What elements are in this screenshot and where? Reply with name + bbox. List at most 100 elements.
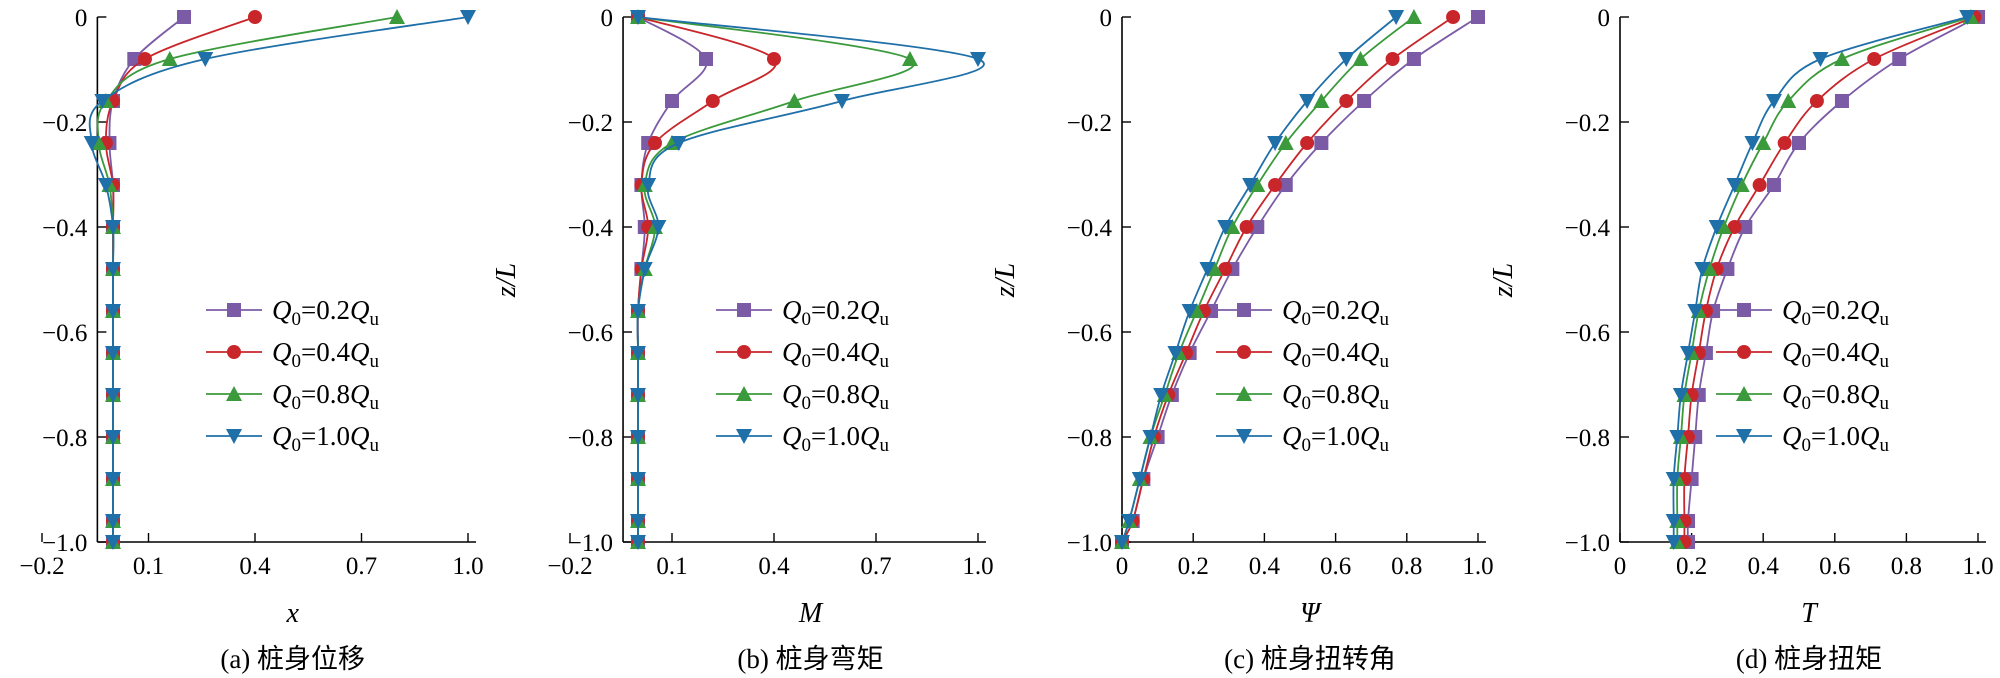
data-point-3-10 [630, 430, 646, 445]
data-point-1-1 [1867, 52, 1882, 66]
series-line-3 [88, 16, 469, 542]
y-tick-label: 0 [75, 5, 88, 32]
x-axis-label: M [798, 598, 824, 629]
data-point-2-1 [902, 51, 918, 66]
legend-entry: Q0=0.2Qu [1782, 295, 1889, 330]
data-point-3-4 [640, 178, 657, 193]
x-tick-label: 0.4 [239, 553, 271, 580]
legend-marker [1236, 429, 1252, 444]
data-point-0-3 [1314, 136, 1329, 150]
x-tick-label: 0.7 [860, 553, 891, 580]
data-point-3-1 [1812, 52, 1829, 67]
data-point-3-0 [1388, 10, 1405, 25]
x-tick-label: 0.8 [1391, 553, 1422, 580]
series-line-2 [96, 16, 398, 542]
x-tick-label: −0.2 [19, 553, 64, 580]
legend-marker [1237, 303, 1251, 317]
data-point-3-13 [1665, 535, 1682, 550]
series-line-3 [636, 16, 985, 542]
y-tick-label: −0.8 [568, 425, 613, 452]
legend-entry: Q0=1.0Qu [1282, 421, 1389, 456]
data-point-0-4 [1766, 178, 1781, 192]
x-axis-label: Ψ [1300, 598, 1322, 629]
data-point-0-4 [1278, 178, 1293, 192]
legend-entry: Q0=1.0Qu [782, 421, 889, 456]
legend-marker [226, 386, 242, 401]
data-point-3-8 [1167, 346, 1184, 361]
data-point-3-6 [636, 262, 653, 277]
y-tick-label: −0.4 [1565, 215, 1611, 242]
legend-marker [226, 429, 242, 444]
data-point-2-4 [1733, 177, 1750, 192]
data-point-3-13 [630, 535, 646, 550]
y-tick-label: −0.6 [42, 320, 87, 347]
series-line-2 [1676, 16, 1972, 542]
data-point-3-4 [1242, 178, 1259, 193]
data-point-0-5 [1738, 220, 1753, 234]
data-point-3-1 [197, 52, 214, 67]
data-point-3-6 [105, 262, 121, 277]
data-point-1-3 [1777, 136, 1792, 150]
x-tick-label: 0.1 [656, 553, 687, 580]
data-point-3-2 [1765, 94, 1782, 109]
legend-marker [736, 429, 752, 444]
data-point-1-3 [648, 136, 662, 150]
data-point-3-3 [83, 136, 100, 151]
legend-marker [227, 345, 241, 359]
legend-entry: Q0=0.4Qu [1782, 337, 1889, 372]
data-point-2-5 [1715, 219, 1732, 234]
data-point-3-0 [1959, 10, 1976, 25]
panel-1: 0−0.2−0.4−0.6−0.8−1.0−0.2 0.1 0.4 0.7 1.0z/L… [491, 5, 994, 674]
y-tick-label: −0.2 [1067, 110, 1112, 137]
x-tick-label: −0.2 [547, 553, 592, 580]
data-point-2-7 [1188, 303, 1205, 318]
legend-entry: Q0=0.2Qu [782, 295, 889, 330]
data-point-2-0 [1405, 9, 1422, 24]
data-point-2-2 [786, 93, 803, 108]
legend-marker [1237, 345, 1251, 359]
legend-entry: Q0=0.4Qu [782, 337, 889, 372]
data-point-3-11 [1131, 472, 1148, 487]
y-axis-label: z/L [1488, 263, 1519, 298]
data-point-1-5 [1727, 220, 1742, 234]
x-axis-label: T [1801, 598, 1819, 629]
legend-marker [1736, 386, 1752, 401]
data-point-1-0 [248, 10, 262, 24]
data-point-3-12 [1121, 514, 1138, 529]
data-point-3-2 [834, 94, 850, 109]
data-point-3-8 [630, 346, 646, 361]
panel-caption: (a) 桩身位移 [220, 644, 365, 674]
data-point-3-3 [1267, 136, 1284, 151]
panel-2: 0−0.2−0.4−0.6−0.8−1.00 0.2 0.4 0.6 0.8 1.0z/L… [990, 5, 1494, 674]
y-tick-label: −0.6 [1067, 320, 1112, 347]
data-point-0-2 [1834, 94, 1849, 108]
x-tick-label: 0.2 [1178, 553, 1209, 580]
data-point-2-4 [1249, 177, 1266, 192]
x-tick-label: 1.0 [962, 553, 993, 580]
data-point-1-1 [767, 52, 781, 66]
y-tick-label: −1.0 [1067, 530, 1112, 557]
data-point-3-7 [1687, 304, 1704, 319]
data-point-3-0 [460, 10, 476, 25]
x-tick-label: 1.0 [1962, 553, 1993, 580]
y-tick-label: −0.4 [568, 215, 614, 242]
data-point-1-1 [1385, 52, 1400, 66]
data-point-2-1 [161, 51, 178, 66]
y-tick-label: 0 [1598, 5, 1611, 32]
data-point-3-9 [1672, 388, 1689, 403]
data-point-2-6 [1206, 261, 1223, 276]
data-point-1-2 [1809, 94, 1824, 108]
y-tick-label: −0.2 [1565, 110, 1610, 137]
data-point-3-7 [630, 304, 646, 319]
y-tick-label: −0.6 [1565, 320, 1610, 347]
legend-marker [227, 303, 241, 317]
legend-marker [737, 303, 751, 317]
legend-entry: Q0=1.0Qu [272, 421, 379, 456]
data-point-1-5 [1239, 220, 1254, 234]
legend-marker [1737, 345, 1751, 359]
x-tick-label: 0 [1614, 553, 1627, 580]
data-point-3-13 [1114, 535, 1130, 550]
data-point-3-7 [1181, 304, 1198, 319]
data-point-2-3 [664, 135, 680, 150]
y-tick-label: −0.4 [1067, 215, 1113, 242]
